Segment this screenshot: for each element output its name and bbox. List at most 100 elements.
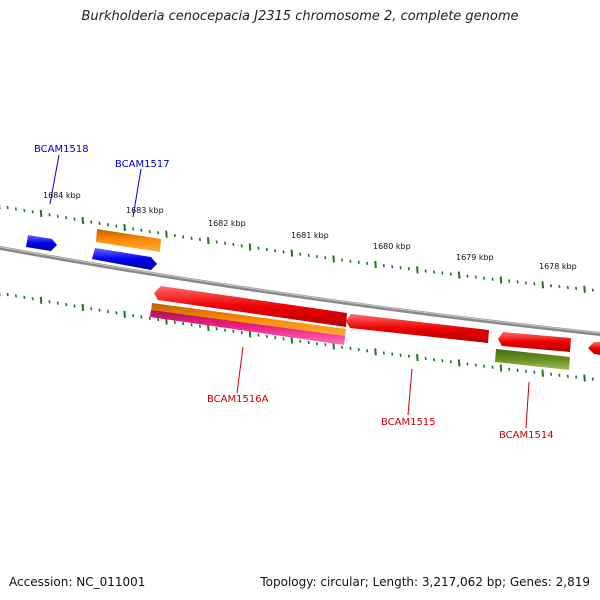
scale-tick-major xyxy=(499,276,503,284)
scale-tick-minor xyxy=(441,359,444,363)
scale-tick-major xyxy=(290,336,294,344)
scale-tick-minor xyxy=(550,284,553,288)
gene-bcam1517[interactable] xyxy=(92,248,157,270)
scale-tick-minor xyxy=(566,285,569,290)
gene-bcam1518[interactable] xyxy=(26,235,57,251)
scale-tick-minor xyxy=(6,205,9,210)
scale-tick-major xyxy=(499,364,503,372)
scale-tick-minor xyxy=(516,280,519,284)
scale-tick-minor xyxy=(449,360,452,364)
scale-tick-major xyxy=(39,209,43,217)
feature-orange-bcam1517[interactable] xyxy=(96,229,161,252)
scale-tick-minor xyxy=(274,335,277,340)
scale-tick-minor xyxy=(6,292,9,297)
scale-tick-minor xyxy=(357,347,360,352)
scale-tick-minor xyxy=(198,324,201,328)
scale-tick-minor xyxy=(591,377,594,381)
label-bcam1516a[interactable]: BCAM1516A xyxy=(207,394,269,405)
scale-tick-major xyxy=(207,237,210,245)
leader-bcam1515 xyxy=(407,368,413,416)
scale-tick-minor xyxy=(566,374,569,378)
scale-tick-minor xyxy=(257,246,260,250)
scale-tick-minor xyxy=(56,214,59,218)
scale-tick-major xyxy=(332,255,335,263)
gene-bcam1515[interactable] xyxy=(346,314,489,343)
feature-pink-bcam1516a[interactable] xyxy=(150,310,345,345)
scale-tick-major xyxy=(416,266,419,274)
scale-label-1682: 1682 kbp xyxy=(208,219,246,228)
scale-tick-minor xyxy=(433,357,436,362)
scale-tick-minor xyxy=(366,349,369,353)
scale-tick-minor xyxy=(157,317,160,322)
scale-tick-major xyxy=(583,374,586,382)
scale-tick-minor xyxy=(324,256,327,260)
scale-tick-minor xyxy=(173,320,176,324)
scale-tick-minor xyxy=(215,240,218,244)
scale-tick-minor xyxy=(98,221,101,226)
scale-tick-major xyxy=(541,281,544,289)
scale-tick-minor xyxy=(307,340,310,345)
scale-tick-minor xyxy=(391,352,394,356)
scale-tick-minor xyxy=(257,333,260,337)
leader-bcam1517 xyxy=(132,168,142,218)
scale-tick-minor xyxy=(299,252,302,256)
label-bcam1517[interactable]: BCAM1517 xyxy=(115,159,170,170)
scale-tick-minor xyxy=(106,223,109,227)
scale-tick-minor xyxy=(491,277,494,281)
scale-tick-minor xyxy=(282,250,285,254)
scale-tick-minor xyxy=(65,216,68,220)
scale-tick-minor xyxy=(591,288,594,292)
scale-tick-major xyxy=(290,249,294,257)
scale-tick-major xyxy=(248,243,252,251)
scale-label-1680: 1680 kbp xyxy=(373,242,411,251)
scale-tick-minor xyxy=(508,279,511,283)
scale-tick-minor xyxy=(491,365,494,369)
scale-tick-major xyxy=(39,296,43,304)
scale-label-1684: 1684 kbp xyxy=(43,191,81,200)
scale-tick-minor xyxy=(190,236,193,240)
scale-tick-minor xyxy=(198,237,201,242)
scale-tick-minor xyxy=(182,235,185,239)
scale-tick-major xyxy=(457,271,461,279)
scale-tick-minor xyxy=(274,249,277,253)
scale-tick-minor xyxy=(575,375,578,379)
scale-tick-minor xyxy=(106,309,109,314)
scale-tick-minor xyxy=(349,346,352,351)
scale-ticks-outer xyxy=(0,202,594,293)
gene-bcam1516a[interactable] xyxy=(154,286,347,327)
scale-tick-minor xyxy=(508,367,511,371)
scale-label-1683: 1683 kbp xyxy=(126,206,164,215)
scale-tick-minor xyxy=(533,370,536,374)
scale-tick-minor xyxy=(424,356,427,361)
leader-bcam1516a xyxy=(236,346,244,394)
scale-tick-minor xyxy=(140,228,143,232)
scale-tick-minor xyxy=(391,265,394,269)
gene-bcam1514[interactable] xyxy=(498,332,571,352)
scale-tick-major xyxy=(583,285,586,293)
scale-tick-minor xyxy=(558,373,561,377)
label-bcam1514[interactable]: BCAM1514 xyxy=(499,430,554,441)
scale-tick-minor xyxy=(382,263,385,268)
scale-tick-minor xyxy=(299,339,302,343)
scale-tick-minor xyxy=(265,334,268,339)
scale-tick-major xyxy=(81,217,85,225)
scale-tick-minor xyxy=(483,276,486,280)
label-bcam1518[interactable]: BCAM1518 xyxy=(34,144,89,155)
scale-tick-minor xyxy=(575,286,578,291)
scale-tick-major xyxy=(374,348,377,356)
label-bcam1515[interactable]: BCAM1515 xyxy=(381,417,436,428)
gene-partial-right[interactable] xyxy=(588,342,600,355)
scale-label-1679: 1679 kbp xyxy=(456,253,494,262)
scale-tick-minor xyxy=(224,241,227,245)
scale-tick-minor xyxy=(31,297,34,301)
scale-tick-minor xyxy=(14,207,17,211)
scale-tick-minor xyxy=(315,342,318,346)
scale-tick-minor xyxy=(148,316,151,320)
accession-number: Accession: NC_011001 xyxy=(9,575,146,589)
feature-olive-bcam1514[interactable] xyxy=(495,349,570,370)
scale-tick-minor xyxy=(23,208,26,213)
scale-tick-minor xyxy=(48,300,51,304)
scale-tick-minor xyxy=(399,266,402,270)
feature-orange-bcam1516a[interactable] xyxy=(151,303,346,338)
